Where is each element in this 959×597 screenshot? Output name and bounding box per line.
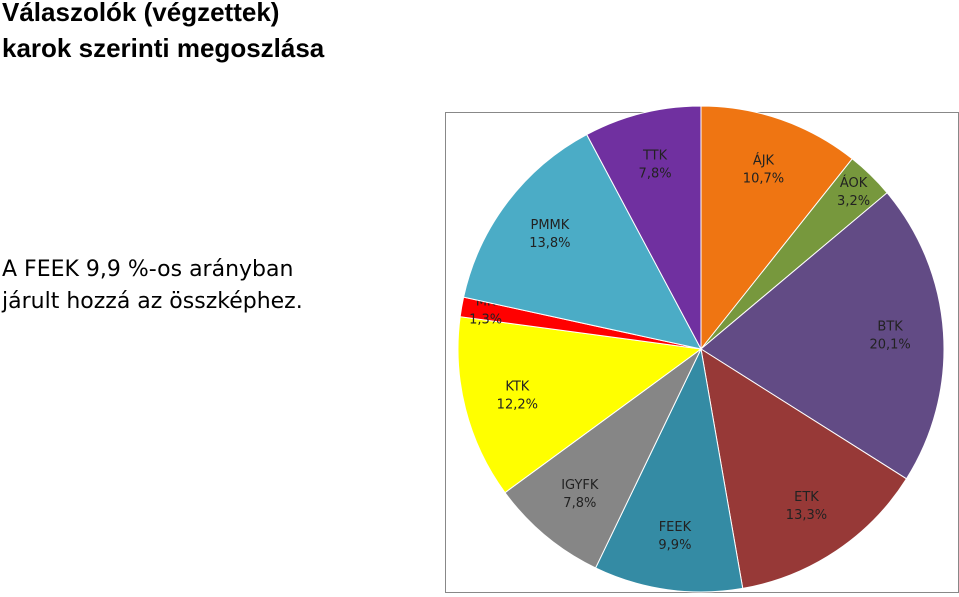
pie-slice [457, 316, 703, 494]
pie-slice [700, 192, 945, 480]
annotation: járult hozzá az összképhez. [1, 289, 303, 314]
slice-label: IGYFK [561, 478, 599, 493]
pie-slice [700, 105, 853, 351]
value-label: 20,1% [869, 338, 910, 353]
value-label: 13,8% [529, 236, 570, 251]
value-label: 9,9% [658, 538, 691, 553]
slice-label: KTK [505, 379, 529, 394]
pie-slice [700, 347, 908, 589]
value-label: 7,8% [639, 167, 672, 182]
pie-slice [586, 105, 702, 350]
chart-title: Válaszolók (végzettek) [2, 0, 279, 27]
slice-label: TTK [642, 149, 668, 164]
slice-label: ÁOK [840, 175, 868, 191]
slice-label: ETK [794, 490, 819, 505]
value-label: 12,2% [497, 397, 538, 412]
value-label: 3,2% [837, 194, 870, 209]
value-label: 13,3% [786, 508, 827, 523]
slice-label: ÁJK [753, 153, 775, 169]
chart-title: karok szerinti megoszlása [2, 33, 325, 63]
value-label: 1,3% [469, 313, 502, 328]
value-label: 10,7% [743, 172, 784, 187]
pie-slice [594, 347, 744, 593]
pie-slice [504, 348, 702, 569]
slice-label: BTK [877, 320, 903, 335]
value-label: 7,8% [563, 496, 596, 511]
slice-label: PMMK [530, 218, 569, 233]
pie-slice [462, 133, 702, 350]
slice-label: FEEK [659, 520, 692, 535]
annotation: A FEEK 9,9 %-os arányban [2, 257, 293, 282]
